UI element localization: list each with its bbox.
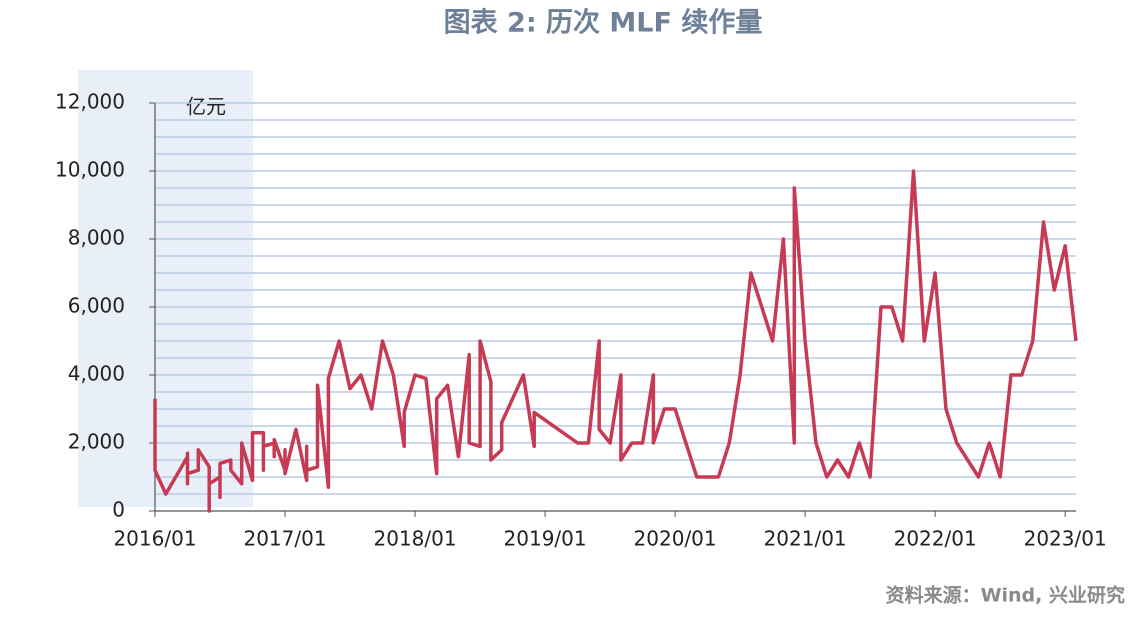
y-tick-label: 10,000 <box>55 158 125 182</box>
data-line <box>153 169 1078 513</box>
x-tick-label: 2020/01 <box>634 527 717 551</box>
y-tick-label: 2,000 <box>68 430 125 454</box>
shaded-region <box>78 70 253 507</box>
y-tick-label: 12,000 <box>55 90 125 114</box>
x-tick-label: 2017/01 <box>243 527 326 551</box>
x-tick-label: 2023/01 <box>1024 527 1107 551</box>
source-note: 资料来源：Wind, 兴业研究 <box>886 584 1125 607</box>
y-tick-label: 8,000 <box>68 226 125 250</box>
y-tick-label: 6,000 <box>68 294 125 318</box>
x-tick-label: 2016/01 <box>113 527 196 551</box>
chart-title: 图表 2: 历次 MLF 续作量 <box>444 8 763 39</box>
unit-label: 亿元 <box>186 95 226 119</box>
y-tick-label: 4,000 <box>68 362 125 386</box>
y-tick-label: 0 <box>112 498 125 522</box>
x-tick-label: 2018/01 <box>374 527 457 551</box>
x-tick-label: 2021/01 <box>764 527 847 551</box>
x-tick-label: 2019/01 <box>504 527 587 551</box>
x-tick-label: 2022/01 <box>894 527 977 551</box>
